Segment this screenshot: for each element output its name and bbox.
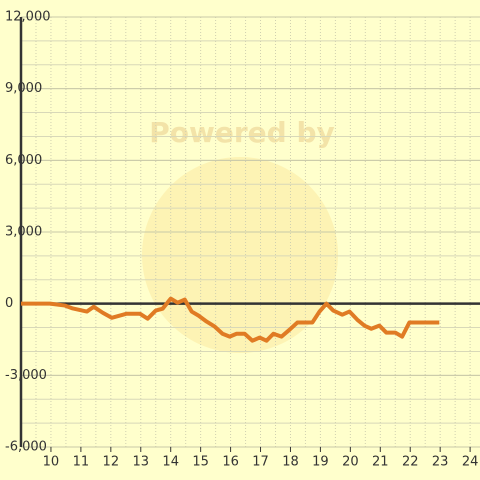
x-tick-label: 16 [222,455,239,470]
y-tick-label: 3,000 [5,225,42,240]
x-tick-label: 24 [462,455,479,470]
y-tick-label: 9,000 [5,81,42,96]
x-tick-label: 12 [103,455,120,470]
x-tick-label: 18 [282,455,299,470]
y-tick-label: 0 [5,296,13,311]
x-tick-label: 19 [312,455,329,470]
x-tick-label: 21 [372,455,389,470]
y-tick-label: 12,000 [5,10,51,25]
x-tick-label: 11 [73,455,90,470]
x-tick-label: 20 [342,455,359,470]
x-tick-label: 13 [132,455,149,470]
watermark: Powered by [149,116,335,149]
x-tick-label: 10 [43,455,60,470]
x-tick-label: 14 [162,455,179,470]
y-tick-label: -3,000 [5,368,47,383]
y-tick-label: 6,000 [5,153,42,168]
data-line [21,296,440,343]
x-tick-label: 23 [432,455,449,470]
y-tick-label: -6,000 [5,440,47,455]
x-tick-label: 15 [192,455,209,470]
x-tick-label: 22 [402,455,419,470]
x-tick-label: 17 [252,455,269,470]
